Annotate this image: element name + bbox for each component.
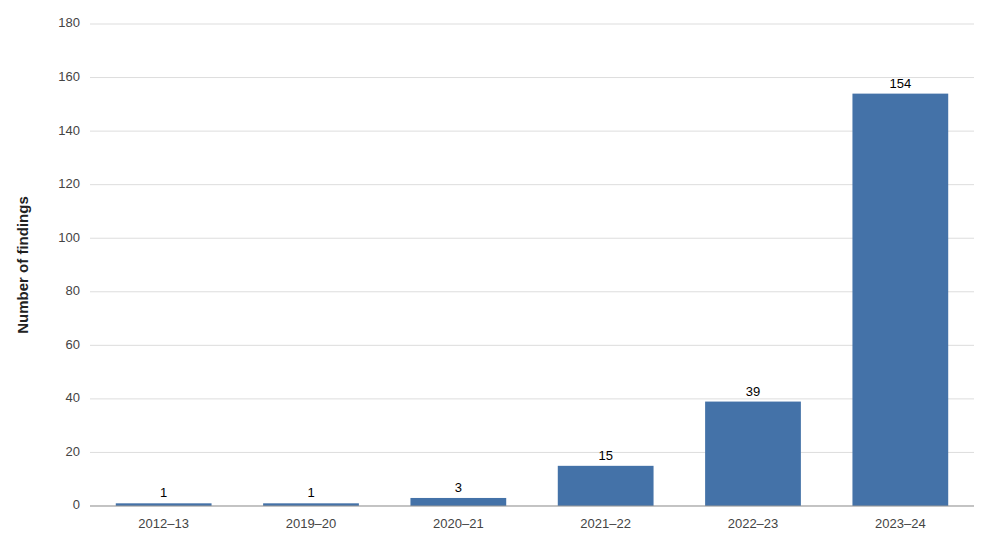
grid-line: [90, 24, 974, 25]
data-labels: 1 1 3 15 39 154: [160, 76, 911, 501]
y-tick-label: 140: [58, 123, 80, 138]
y-tick-label: 180: [58, 15, 80, 30]
grid-line: [90, 131, 974, 132]
y-axis: 0 20 40 60 80 100 120 140 160 180: [58, 15, 80, 512]
grid-line: [90, 506, 974, 507]
y-tick-label: 40: [66, 390, 80, 405]
data-label: 39: [746, 384, 760, 399]
bar: [852, 94, 948, 506]
grid-line: [90, 77, 974, 78]
data-label: 15: [598, 448, 612, 463]
x-tick-label: 2021–22: [580, 516, 631, 531]
bars: [116, 94, 948, 506]
data-label: 1: [307, 485, 314, 500]
y-axis-label: Number of findings: [14, 196, 31, 334]
data-label: 1: [160, 485, 167, 500]
y-tick-label: 20: [66, 444, 80, 459]
grid-line: [90, 398, 974, 399]
x-tick-label: 2012–13: [138, 516, 189, 531]
grid-line: [90, 291, 974, 292]
bar: [558, 466, 654, 506]
x-axis: 2012–13 2019–20 2020–21 2021–22 2022–23 2023–…: [90, 506, 974, 531]
grid-line: [90, 345, 974, 346]
grid-line: [90, 238, 974, 239]
y-tick-label: 160: [58, 69, 80, 84]
y-tick-label: 120: [58, 176, 80, 191]
page: {"chart_data": {"type": "bar", "categori…: [0, 0, 998, 558]
x-tick-label: 2019–20: [286, 516, 337, 531]
y-tick-label: 0: [73, 497, 80, 512]
y-tick-label: 80: [66, 283, 80, 298]
x-tick-label: 2020–21: [433, 516, 484, 531]
chart: 0 20 40 60 80 100 120 140 160 180 1 1 3 15 39 154 2012–1…: [0, 0, 998, 558]
x-axis-line: [90, 506, 974, 507]
data-label: 3: [455, 480, 462, 495]
y-tick-label: 100: [58, 230, 80, 245]
y-tick-label: 60: [66, 337, 80, 352]
data-label: 154: [889, 76, 911, 91]
bar: [705, 402, 801, 506]
grid: [90, 24, 974, 506]
grid-line: [90, 452, 974, 453]
x-tick-label: 2023–24: [875, 516, 926, 531]
chart-container: 0 20 40 60 80 100 120 140 160 180 1 1 3 15 39 154 2012–1…: [0, 0, 998, 558]
bar: [410, 498, 506, 506]
grid-line: [90, 184, 974, 185]
x-tick-label: 2022–23: [728, 516, 779, 531]
